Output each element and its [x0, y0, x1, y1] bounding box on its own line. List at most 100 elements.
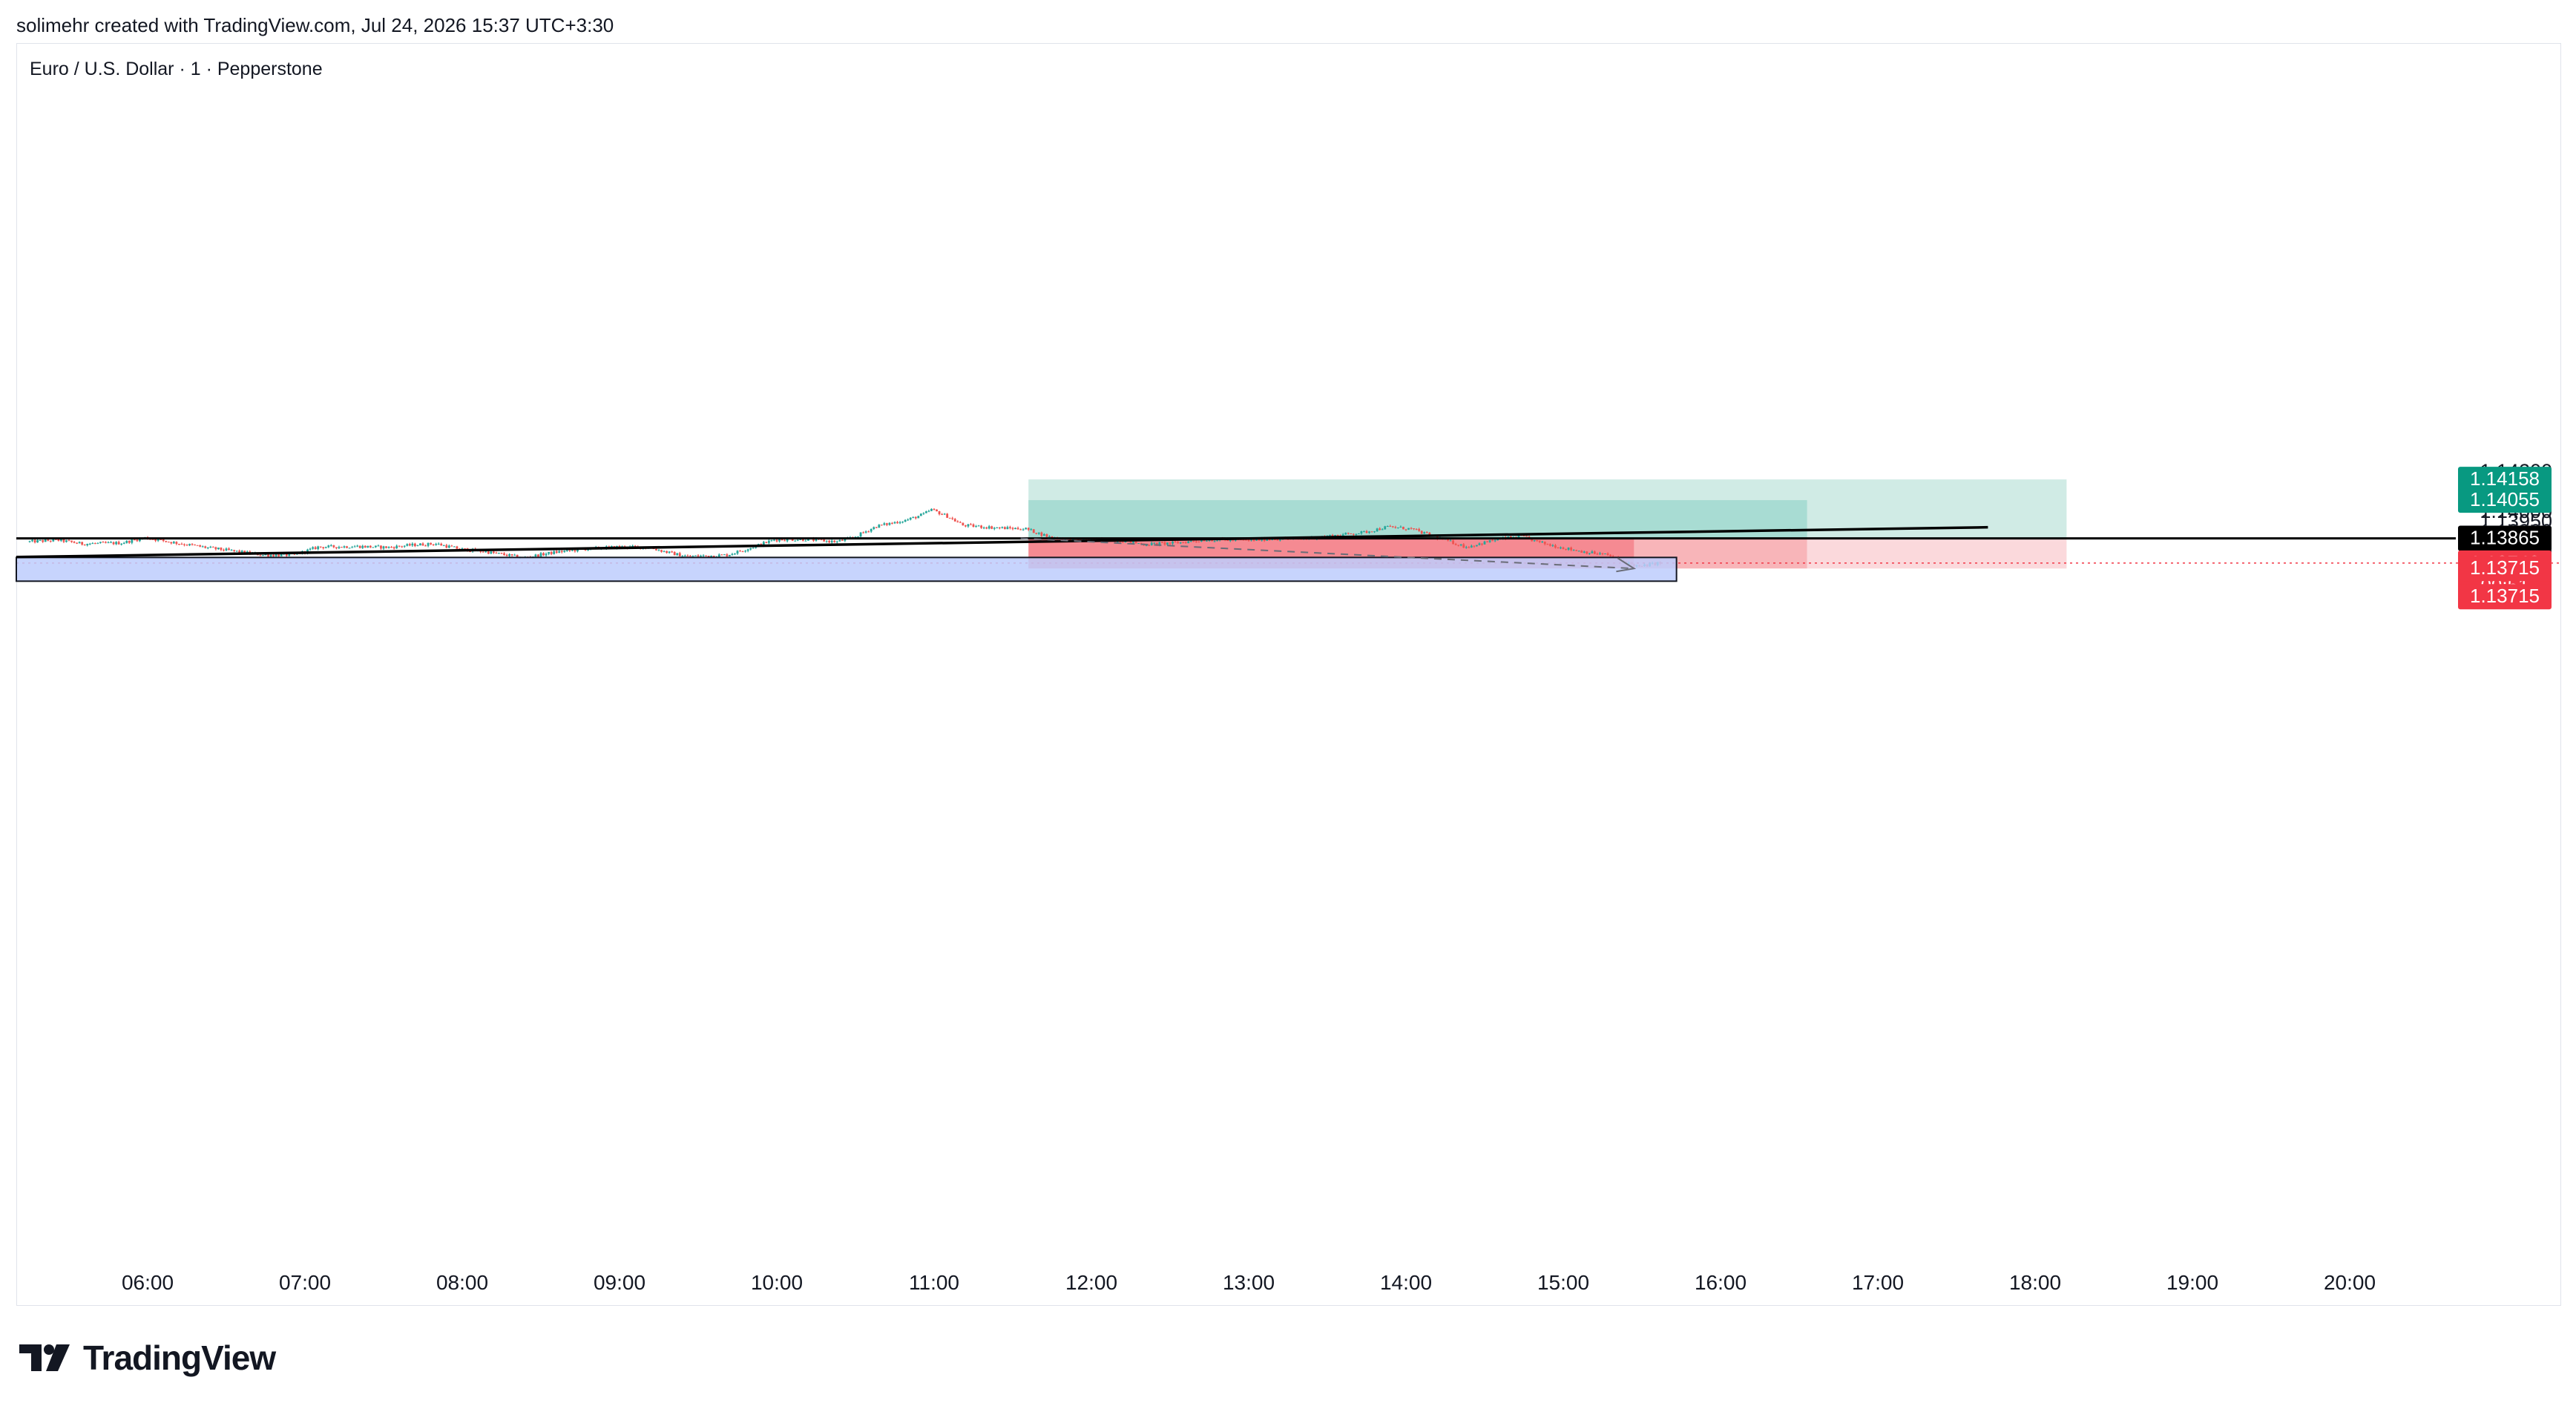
candle-body-357: [965, 525, 967, 527]
candle-body-26: [96, 542, 99, 544]
candle-body-544: [1454, 544, 1457, 545]
candle-body-207: [571, 550, 574, 551]
candle-body-388: [1045, 533, 1048, 537]
candle-body-221: [608, 546, 611, 548]
candle-body-330: [893, 522, 896, 524]
candle-body-440: [1182, 542, 1185, 543]
candle-body-50: [160, 539, 162, 540]
candle-body-291: [791, 539, 794, 541]
candle-body-158: [442, 545, 445, 546]
candle-body-81: [240, 551, 243, 553]
candle-body-356: [962, 522, 965, 526]
candle-body-33: [115, 542, 117, 545]
candle-body-259: [707, 556, 710, 557]
candle-body-551: [1473, 545, 1476, 547]
candle-body-280: [762, 542, 765, 546]
candle-body-444: [1192, 541, 1195, 542]
candle-body-166: [464, 548, 466, 550]
candle-body-127: [361, 545, 364, 548]
candle-body-426: [1145, 545, 1148, 546]
chart-area[interactable]: [16, 43, 2561, 1306]
candle-body-117: [335, 547, 338, 548]
candle-body-209: [576, 548, 579, 552]
candle-body-124: [353, 546, 356, 548]
candle-body-123: [351, 547, 353, 548]
candle-body-288: [783, 540, 786, 542]
candle-body-306: [830, 540, 833, 542]
candle-body-323: [875, 527, 878, 528]
candle-body-534: [1428, 532, 1431, 536]
price-tag: [2458, 467, 2552, 493]
candle-body-285: [775, 539, 778, 542]
candle-body-18: [76, 542, 78, 544]
candle-body-304: [825, 540, 828, 542]
candle-body-133: [377, 545, 380, 547]
candle-body-270: [736, 551, 739, 554]
candle-body-344: [930, 508, 933, 511]
candle-body-505: [1352, 533, 1355, 535]
price-tag: [2458, 525, 2552, 551]
candle-body-340: [919, 513, 922, 516]
candle-body-107: [309, 548, 312, 550]
candle-body-241: [660, 550, 663, 552]
candle-body-4: [39, 540, 42, 542]
tradingview-branding: TradingView: [19, 1336, 276, 1380]
candle-body-380: [1025, 528, 1028, 530]
candle-body-602: [1606, 553, 1609, 555]
candle-body-378: [1019, 529, 1022, 530]
candle-body-20: [81, 542, 84, 545]
candle-body-263: [717, 554, 720, 557]
candle-body-521: [1394, 527, 1397, 528]
candle-body-206: [568, 549, 571, 551]
candle-body-559: [1494, 540, 1496, 542]
candle-body-183: [508, 553, 510, 556]
candle-body-132: [375, 545, 377, 548]
candle-body-269: [734, 553, 736, 555]
candle-body-182: [505, 554, 508, 556]
candle-body-552: [1476, 545, 1478, 547]
candle-body-501: [1341, 534, 1344, 536]
candle-body-230: [631, 545, 634, 547]
candle-body-293: [796, 539, 799, 541]
candle-body-181: [503, 553, 505, 555]
candle-body-264: [720, 554, 723, 556]
candle-body-163: [456, 546, 459, 549]
candle-body-475: [1273, 539, 1276, 541]
candle-body-204: [563, 551, 566, 553]
candle-body-121: [346, 546, 348, 548]
candle-body-239: [655, 549, 657, 551]
candle-body-31: [110, 542, 112, 543]
candle-body-421: [1132, 541, 1134, 543]
candle-body-30: [107, 542, 110, 543]
candle-body-431: [1158, 542, 1161, 545]
candle-body-136: [385, 546, 387, 548]
candle-body-321: [870, 529, 873, 532]
time-tick-label: 20:00: [2324, 1271, 2376, 1294]
candle-body-92: [269, 555, 272, 557]
candle-body-289: [786, 539, 789, 542]
candle-body-71: [214, 547, 217, 550]
candle-body-69: [209, 546, 212, 548]
candle-body-155: [435, 544, 438, 545]
candle-body-260: [710, 555, 713, 557]
time-tick-label: 09:00: [594, 1271, 645, 1294]
candle-body-387: [1043, 533, 1045, 536]
candle-body-10: [54, 539, 57, 540]
candle-body-56: [175, 542, 178, 545]
candle-body-240: [657, 550, 660, 551]
candle-body-352: [951, 518, 954, 519]
candle-body-557: [1488, 539, 1491, 542]
candle-body-463: [1242, 539, 1245, 541]
candle-body-547: [1462, 544, 1465, 548]
candle-body-161: [450, 545, 453, 547]
candle-body-417: [1122, 542, 1124, 543]
symbol-title: Euro / U.S. Dollar · 1 · Pepperstone: [30, 59, 323, 79]
candle-body-428: [1150, 542, 1153, 545]
candle-body-326: [883, 523, 886, 525]
candle-body-432: [1161, 542, 1163, 543]
candle-body-185: [513, 554, 516, 556]
candle-body-208: [574, 550, 576, 552]
candle-body-287: [781, 539, 783, 541]
candle-body-284: [773, 539, 775, 541]
